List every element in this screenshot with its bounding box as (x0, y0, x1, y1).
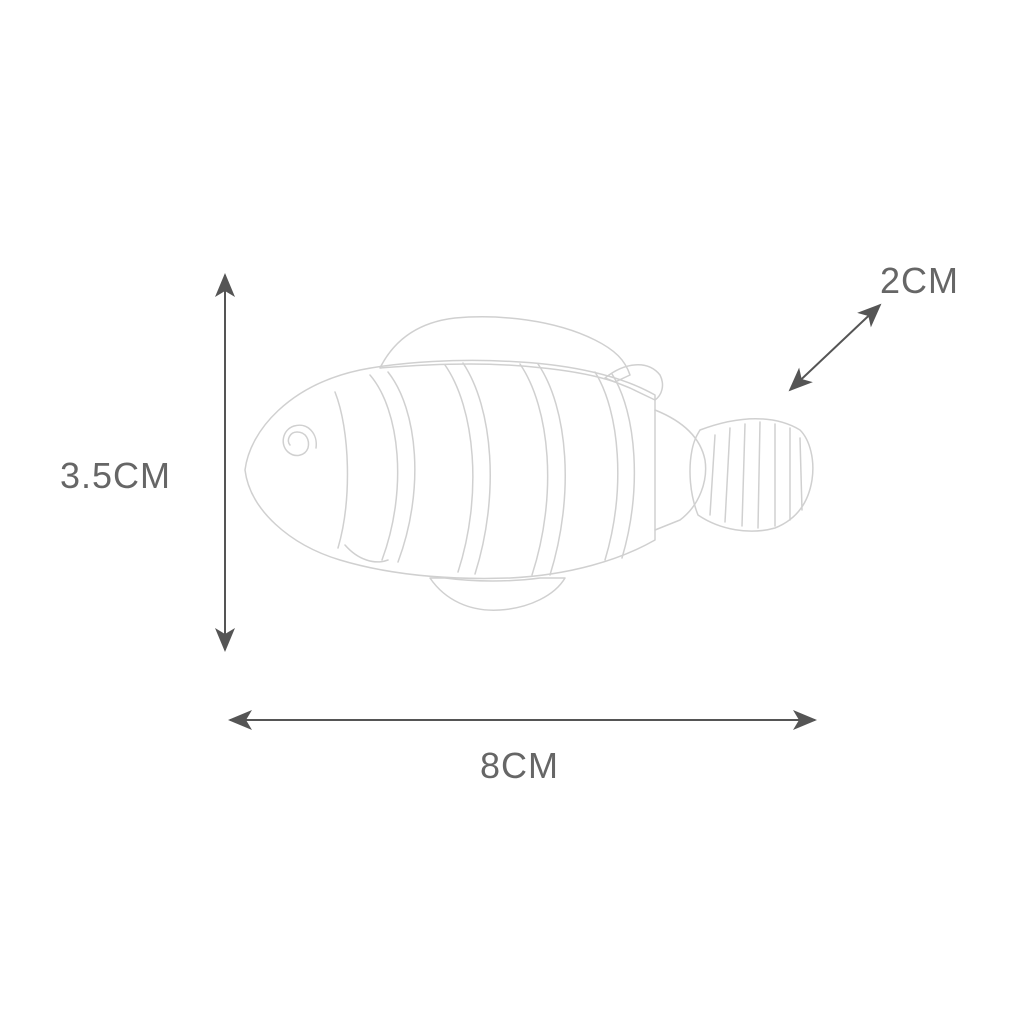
width-label: 8CM (480, 745, 559, 787)
fish-sketch (245, 317, 813, 610)
depth-arrow (790, 305, 880, 390)
dimension-diagram (0, 0, 1010, 1010)
height-label: 3.5CM (60, 455, 171, 497)
depth-label: 2CM (880, 260, 959, 302)
